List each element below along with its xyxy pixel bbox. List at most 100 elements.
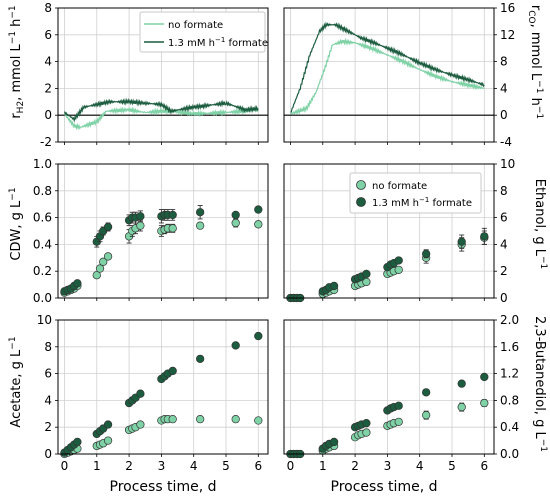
panel-frame: [57, 319, 269, 455]
ytick-label: 8: [500, 184, 508, 198]
ytick-label: 0.8: [33, 184, 52, 198]
series-line-no-formate: [64, 106, 259, 131]
legend-mid: no formate 1.3 mM h−1 formate: [349, 172, 482, 214]
data-point-formate: [231, 210, 240, 220]
ytick-label: 0.8: [500, 393, 519, 407]
ytick-label: 16: [500, 1, 515, 15]
ytick-label: 2: [44, 81, 52, 95]
panel-frame: [57, 163, 269, 299]
ytick-label: 8: [44, 340, 52, 354]
ytick-label: 6: [500, 211, 508, 225]
data-point-no-formate: [99, 257, 108, 266]
xlabel-right: Process time, d: [331, 479, 438, 495]
ytick-label: 1.6: [500, 340, 519, 354]
ytick-label: -2: [40, 135, 52, 149]
ytick-label: 8: [500, 55, 508, 69]
legend-top-label-no-formate: no formate: [168, 20, 223, 31]
data-point-formate: [73, 437, 82, 447]
ytick-label: 4: [44, 393, 52, 407]
data-point-no-formate: [362, 428, 371, 437]
data-point-formate: [168, 210, 177, 220]
data-point-formate: [103, 420, 113, 429]
panel-frame: [283, 7, 495, 143]
panel-frame: [57, 7, 269, 143]
ytick-label: 0.4: [33, 237, 52, 251]
ytick-label: 10: [500, 157, 515, 171]
data-point-no-formate: [196, 221, 205, 230]
legend-top: no formate 1.3 mM h−1 formate: [139, 11, 268, 53]
ytick-label: 1.0: [33, 157, 52, 171]
data-point-formate: [136, 212, 145, 221]
data-point-no-formate: [457, 402, 466, 412]
ylabel-butanediol: 2,3-Butanediol, g L−1: [532, 316, 548, 452]
legend-mid-marker-formate: [356, 197, 366, 207]
data-point-formate: [422, 249, 431, 258]
legend-mid-label-no-formate: no formate: [372, 181, 427, 192]
xtick-label: 5: [222, 459, 230, 473]
data-point-no-formate: [254, 416, 263, 425]
ytick-label: 0.2: [33, 264, 52, 278]
data-point-formate: [480, 372, 489, 382]
data-point-formate: [196, 354, 205, 364]
data-point-no-formate: [394, 417, 403, 426]
panel-cdw: 0.0 0.2 0.4 0.6 0.8 1.0: [33, 157, 269, 305]
data-point-formate: [329, 437, 339, 447]
data-point-formate: [73, 279, 82, 288]
ytick-label: 1.2: [500, 367, 519, 381]
data-point-formate: [103, 222, 113, 232]
data-point-formate: [196, 208, 205, 217]
data-point-formate: [422, 388, 431, 397]
data-point-formate: [136, 389, 145, 398]
ytick-label: 6: [44, 28, 52, 42]
panel-ethanol: 0 2 4 6 8 10: [283, 157, 515, 305]
ytick-label: 0.4: [500, 420, 519, 434]
ytick-label: 10: [37, 313, 52, 327]
ytick-label: 0: [500, 108, 508, 122]
xtick-label: 3: [158, 459, 166, 473]
data-point-formate: [457, 237, 466, 246]
ytick-label: 0.6: [33, 211, 52, 225]
ytick-label: 0: [500, 291, 508, 305]
panel-rco: -4 0 4 8 12 16: [283, 1, 515, 149]
data-point-no-formate: [168, 224, 177, 233]
data-point-formate: [254, 205, 263, 214]
ylabel-rh2: rH2, mmol L−1 h−1: [8, 5, 26, 118]
data-point-no-formate: [92, 271, 101, 280]
xtick-label: 5: [448, 459, 456, 473]
data-point-no-formate: [394, 265, 403, 275]
panel-2-3-butanediol: 0.0 0.4 0.8 1.2 1.6 2.0 0 1 2 3 4 5 6: [283, 313, 519, 473]
data-point-formate: [362, 269, 371, 279]
xtick-label: 0: [61, 459, 69, 473]
ytick-label: 4: [44, 55, 52, 69]
series-line-formate: [290, 21, 485, 113]
xtick-label: 0: [287, 459, 295, 473]
ytick-label: 12: [500, 28, 515, 42]
ytick-label: -4: [500, 135, 512, 149]
ylabel-acetate: Acetate, g L−1: [8, 336, 24, 427]
ytick-label: 2: [44, 420, 52, 434]
data-point-no-formate: [168, 415, 177, 424]
data-point-no-formate: [136, 420, 145, 429]
ytick-label: 6: [44, 367, 52, 381]
ytick-label: 0.0: [33, 291, 52, 305]
xtick-label: 4: [416, 459, 424, 473]
panel-frame: [283, 319, 495, 455]
data-point-no-formate: [362, 277, 371, 287]
data-point-no-formate: [103, 436, 113, 445]
data-point-formate: [362, 419, 371, 428]
data-point-formate: [168, 366, 177, 376]
xtick-label: 2: [351, 459, 359, 473]
series-line-formate: [63, 97, 259, 123]
data-point-no-formate: [103, 252, 113, 261]
data-point-formate: [394, 256, 403, 265]
series-line-no-formate: [290, 37, 485, 115]
ytick-label: 2.0: [500, 313, 519, 327]
xtick-label: 6: [254, 459, 262, 473]
data-point-formate: [480, 232, 489, 241]
legend-top-label-formate: 1.3 mM h−1 formate: [168, 36, 268, 49]
ytick-label: 0: [44, 108, 52, 122]
ylabel-cdw: CDW, g L−1: [8, 187, 24, 260]
data-point-formate: [457, 379, 466, 388]
ylabel-ethanol: Ethanol, g L−1: [532, 179, 548, 270]
xtick-label: 6: [480, 459, 488, 473]
